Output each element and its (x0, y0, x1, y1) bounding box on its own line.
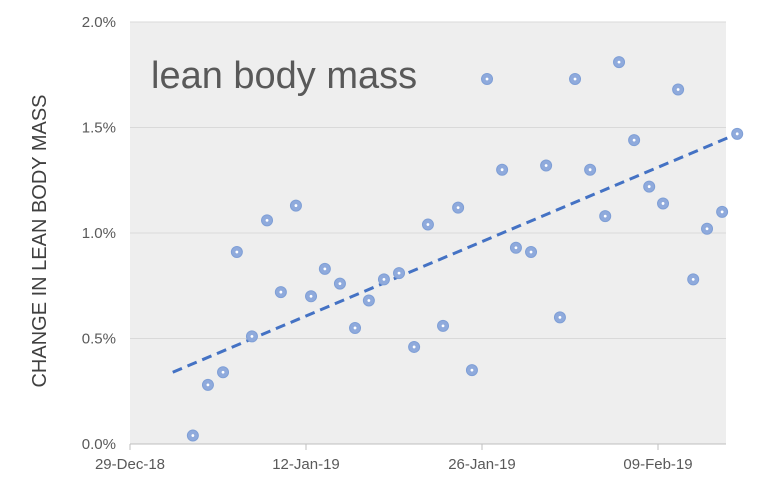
data-point (186, 429, 199, 442)
data-point-center (206, 383, 210, 387)
y-tick-label: 0.5% (82, 331, 116, 348)
data-point (289, 199, 302, 212)
data-point-center (735, 132, 739, 136)
x-tick-label: 12-Jan-19 (272, 456, 340, 473)
data-point-center (353, 326, 357, 330)
data-point-center (705, 227, 709, 231)
data-point-center (191, 434, 195, 437)
y-tick-label: 0.0% (82, 436, 116, 453)
data-point-center (514, 246, 518, 250)
data-point-center (338, 282, 342, 286)
y-tick-label: 2.0% (82, 14, 116, 31)
gridlines (130, 21, 726, 339)
data-point-center (470, 368, 474, 372)
data-point (305, 290, 318, 303)
data-point (628, 134, 641, 147)
data-point (452, 201, 465, 214)
data-point (201, 378, 214, 391)
data-point-center (235, 250, 239, 254)
data-points (186, 56, 744, 442)
data-point (731, 127, 744, 140)
data-point-center (397, 271, 401, 275)
data-point (408, 340, 421, 353)
data-point-center (661, 202, 665, 205)
data-point-center (500, 168, 504, 172)
x-tick-label: 26-Jan-19 (448, 456, 516, 473)
y-tick-label: 1.0% (82, 225, 116, 242)
data-point (553, 311, 566, 324)
data-point (245, 330, 258, 343)
data-point-center (647, 185, 651, 188)
data-point-center (221, 370, 225, 374)
x-tick-label: 29-Dec-18 (95, 456, 165, 473)
data-point (465, 364, 478, 377)
data-point (333, 277, 346, 290)
data-point-center (588, 168, 592, 172)
data-point (362, 294, 375, 307)
data-point-center (309, 294, 313, 298)
data-point (230, 245, 243, 258)
data-point-center (632, 138, 636, 142)
data-point-center (603, 214, 607, 218)
data-point-center (426, 223, 430, 226)
data-point-center (691, 278, 695, 281)
data-point (599, 210, 612, 223)
data-point (716, 205, 729, 218)
data-point (569, 72, 582, 85)
labels: 0.0% 0.5% 1.0% 1.5% 2.0% 29-Dec-18 12-Jan-19 26… (29, 14, 693, 473)
data-point-center (558, 316, 562, 319)
chart-title: lean body mass (151, 55, 417, 97)
trendline (172, 132, 738, 374)
data-point-center (544, 164, 548, 167)
data-point (687, 273, 700, 286)
data-point (525, 245, 538, 258)
data-point (481, 72, 494, 85)
data-point (421, 218, 434, 231)
data-point (274, 286, 287, 299)
data-point-center (485, 77, 489, 81)
data-point-center (441, 324, 445, 328)
data-point-center (250, 334, 254, 338)
data-point (672, 83, 685, 96)
axes (129, 443, 726, 450)
y-tick-label: 1.5% (82, 120, 116, 137)
data-point (318, 262, 331, 275)
data-point (393, 267, 406, 280)
data-point (217, 366, 230, 379)
data-point-center (294, 204, 298, 207)
data-point-center (323, 267, 327, 271)
data-point-center (529, 250, 533, 254)
y-axis-label: CHANGE IN LEAN BODY MASS (29, 94, 51, 387)
data-point (349, 321, 362, 334)
data-point (437, 319, 450, 332)
data-point (584, 163, 597, 176)
data-point-center (573, 77, 577, 81)
data-point (701, 222, 714, 235)
data-point-center (279, 290, 283, 294)
data-point-center (382, 278, 386, 281)
data-point-center (412, 345, 416, 349)
data-point (261, 214, 274, 227)
data-point (613, 56, 626, 69)
data-point (540, 159, 553, 172)
data-point-center (720, 210, 724, 214)
x-tick-label: 09-Feb-19 (623, 456, 692, 473)
data-point-center (617, 60, 621, 64)
data-point (496, 163, 509, 176)
data-point (377, 273, 390, 286)
data-point-center (676, 88, 680, 91)
data-point-center (456, 206, 460, 210)
data-point (657, 197, 670, 210)
data-point (509, 241, 522, 254)
trendline-layer (172, 132, 738, 374)
data-point (643, 180, 656, 193)
data-point-center (367, 299, 371, 302)
data-point-center (265, 218, 269, 222)
